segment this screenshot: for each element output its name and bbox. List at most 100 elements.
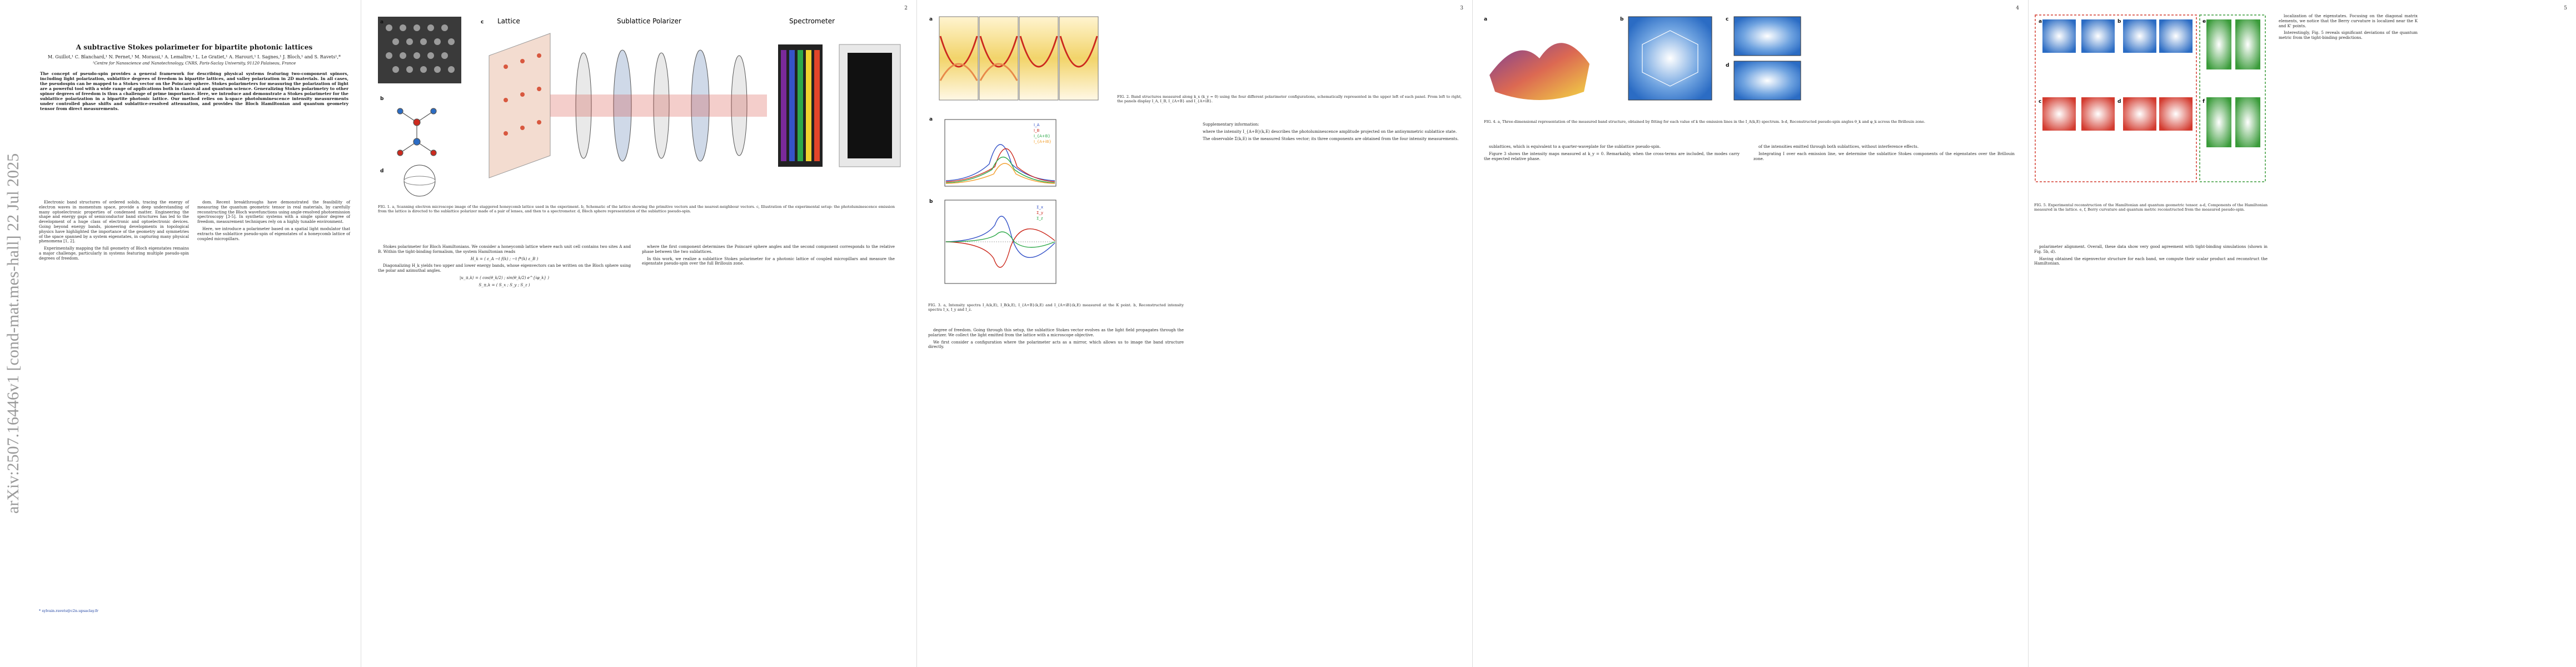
page-3: 3 a FIG. 2. Band structures measured alo… [917, 0, 1473, 667]
paragraph: We first consider a configuration where … [928, 339, 1184, 350]
equation-1: H_k = ( ε_A −t f(k) ; −t f*(k) ε_B ) [470, 256, 539, 261]
body-column-mid: localization of the eigenstates. Focusin… [2279, 13, 2418, 43]
paragraph: Supplementary information: [1203, 122, 1259, 127]
page-number: 4 [2016, 6, 2019, 11]
paragraph: of the intensities emitted through both … [1758, 144, 1919, 149]
fig5-label-d: d [2117, 99, 2121, 104]
legend-sz: Σ_z [1037, 216, 1043, 221]
lattice-slab [489, 33, 551, 178]
abstract: The concept of pseudo-spin provides a ge… [40, 71, 348, 111]
fig4-label-c: c [1726, 17, 1728, 22]
fig1-label-b: b [380, 96, 384, 102]
footnote-email[interactable]: * sylvain.ravets@c2n.upsaclay.fr [39, 609, 98, 613]
paragraph: In this work, we realize a sublattice St… [642, 256, 895, 266]
page-1: A subtractive Stokes polarimeter for bip… [28, 0, 361, 667]
bloch-equator [403, 176, 436, 186]
body-column-right: of the intensities emitted through both … [1753, 144, 2015, 163]
fig5-label-a: a [2039, 19, 2042, 24]
paragraph: Experimentally mapping the full geometry… [39, 246, 189, 261]
paragraph: degree of freedom. Going through this se… [928, 327, 1184, 337]
paragraph: Diagonalizing H_k yields two upper and l… [378, 263, 631, 273]
body-column-left: polarimeter alignment. Overall, these da… [2034, 244, 2268, 268]
bz-map-c [1733, 16, 1801, 56]
legend-ib: I_B [1034, 128, 1040, 133]
body-column-left: degree of freedom. Going through this se… [928, 327, 1184, 352]
paragraph: Having obtained the eigenvector structur… [2034, 256, 2268, 266]
body-column-right: Supplementary information: where the int… [1198, 122, 1459, 143]
fig1-header-lattice: Lattice [497, 17, 520, 25]
bz-hexagon-b [1642, 30, 1698, 87]
arxiv-id: arXiv:2507.16446v1 [cond-mat.mes-hall] 2… [4, 153, 23, 514]
fig5-label-b: b [2117, 19, 2121, 24]
fig5-label-c: c [2039, 99, 2041, 104]
map-a [2042, 19, 2076, 53]
fig5-label-e: e [2203, 19, 2206, 24]
fig3a-legend: I_A I_B I_{A+B} I_{A+iB} [1034, 123, 1052, 144]
page-number: 5 [2564, 6, 2567, 11]
figure-2: a [929, 16, 1099, 101]
band-surface-3d [1489, 43, 1590, 100]
fig3a-axes [944, 119, 1057, 187]
paragraph: polarimeter alignment. Overall, these da… [2034, 244, 2268, 254]
map-f2 [2235, 97, 2260, 147]
paragraph: sublattices, which is equivalent to a qu… [1489, 144, 1661, 149]
legend-iaib: I_{A+iB} [1034, 140, 1052, 144]
map-c2 [2081, 97, 2115, 131]
map-f [2206, 97, 2231, 147]
sem-pillars [386, 24, 455, 73]
map-a2 [2081, 19, 2115, 53]
paragraph: where the first component determines the… [642, 244, 895, 254]
fig1-label-a: a [380, 19, 383, 25]
paragraph: The observable Σ(k,E) is the measured St… [1203, 136, 1459, 141]
page-2: 2 a b d c Lattice Sublattice Polarizer S… [361, 0, 917, 667]
green-box-geometry [2199, 14, 2266, 182]
fig3a-curves [945, 144, 1055, 184]
fig2-label-a: a [929, 17, 933, 22]
fig1-label-c: c [481, 19, 484, 25]
equation-2: |u_±,k⟩ = ( cos(θ_k/2) ; sin(θ_k/2) e^{i… [459, 275, 550, 280]
figure-5: a b c d e f [2035, 14, 2266, 182]
fig3-label-a: a [929, 117, 933, 122]
fig4-label-a: a [1484, 17, 1487, 22]
fig4-label-b: b [1620, 17, 1624, 22]
paper-title: A subtractive Stokes polarimeter for bip… [76, 43, 313, 51]
page-5: 5 a b c d e f FIG. [2029, 0, 2576, 667]
legend-ia: I_A [1034, 123, 1040, 127]
fig1-caption: FIG. 1. a, Scanning electron microscope … [378, 205, 895, 214]
affiliation: ¹Centre for Nanoscience and Nanotechnolo… [92, 61, 296, 66]
map-e2 [2235, 19, 2260, 69]
light-beam [550, 94, 767, 117]
paragraph: localization of the eigenstates. Focusin… [2279, 13, 2418, 28]
map-d2 [2159, 97, 2193, 131]
bloch-sphere [403, 165, 436, 197]
paragraph: where the intensity I_{A+B}(k,E) describ… [1203, 128, 1457, 134]
body-column-left: sublattices, which is equivalent to a qu… [1484, 144, 1740, 163]
body-column-left: Stokes polarimeter for Bloch Hamiltonian… [378, 244, 631, 290]
figure-3: a I_A I_B I_{A+B} I_{A+iB} b Σ_x Σ_y Σ_z [929, 117, 1057, 284]
fig3b-curves [945, 216, 1055, 268]
red-box-hamiltonian [2035, 14, 2197, 182]
fig1-label-d: d [380, 168, 383, 174]
page-4: 4 a b c d FIG. 4. a, Three-dimensional r… [1473, 0, 2029, 667]
map-b [2123, 19, 2156, 53]
authors: M. Guillot,¹ C. Blanchard,¹ N. Pernet,¹ … [47, 54, 341, 59]
band-curves [939, 36, 1098, 81]
spectrometer-grating [778, 44, 901, 167]
fig1-header-polarizer: Sublattice Polarizer [617, 17, 681, 25]
body-column-right: dom. Recent breakthroughs have demonstra… [197, 200, 350, 243]
lattice-schematic [397, 108, 437, 156]
paragraph: Stokes polarimeter for Bloch Hamiltonian… [378, 244, 631, 254]
fig5-caption: FIG. 5. Experimental reconstruction of t… [2034, 203, 2268, 212]
legend-sx: Σ_x [1037, 205, 1043, 210]
legend-sy: Σ_y [1037, 211, 1043, 215]
arxiv-stamp: arXiv:2507.16446v1 [cond-mat.mes-hall] 2… [2, 67, 24, 600]
figure-4: a b c d [1484, 16, 1801, 101]
fig1-header-spectrometer: Spectrometer [789, 17, 835, 25]
fig4-caption: FIG. 4. a, Three-dimensional representat… [1484, 120, 1926, 124]
fig2-caption: FIG. 2. Band structures measured along k… [1117, 94, 1462, 104]
fig3-caption: FIG. 3. a, Intensity spectra I_A(k,E), I… [928, 303, 1184, 312]
bz-map-b [1628, 16, 1712, 101]
paragraph: Interestingly, Fig. 5 reveals significan… [2279, 30, 2418, 41]
body-column-left: Electronic band structures of ordered so… [39, 200, 189, 263]
paragraph: Figure 3 shows the intensity maps measur… [1484, 151, 1740, 161]
